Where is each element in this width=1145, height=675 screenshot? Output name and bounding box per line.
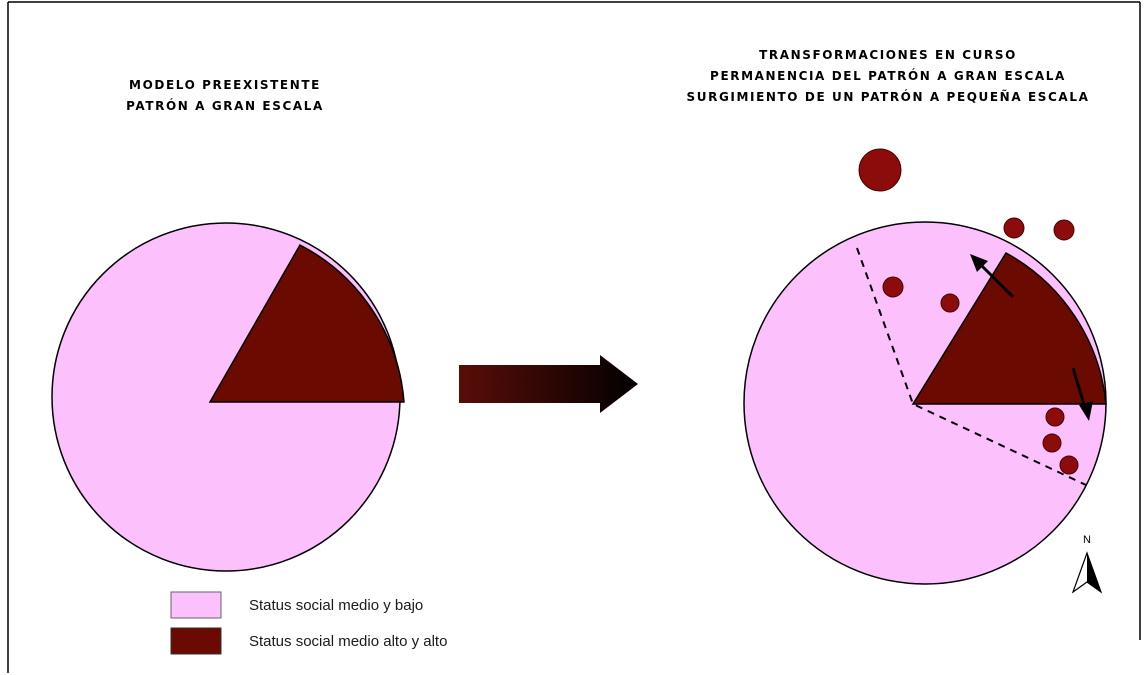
enclave-dot — [1053, 219, 1075, 241]
enclave-dot — [882, 276, 904, 298]
upward-expansion-arrow-icon — [970, 254, 1015, 299]
left-city-circle — [51, 222, 405, 572]
enclave-dot — [940, 293, 960, 313]
right-arrow-icon — [459, 355, 638, 413]
left-high-status-sector — [208, 244, 405, 403]
north-arrow-icon: N — [1071, 534, 1103, 594]
enclave-dot — [1003, 217, 1025, 239]
left-title-line-1: MODELO PREEXISTENTE — [129, 78, 321, 92]
enclave-dot — [1059, 455, 1079, 475]
left-title: MODELO PREEXISTENTE PATRÓN A GRAN ESCALA — [126, 78, 324, 113]
north-label: N — [1083, 534, 1091, 546]
right-title-line-2: PERMANENCIA DEL PATRÓN A GRAN ESCALA — [710, 68, 1066, 83]
legend-label-high-status: Status social medio alto y alto — [249, 633, 447, 650]
expansion-boundary-dashed — [856, 247, 1087, 486]
small-scale-clusters — [858, 148, 1079, 475]
large-enclave-dot — [858, 148, 902, 192]
right-high-status-sector — [911, 252, 1107, 405]
right-title-line-1: TRANSFORMACIONES EN CURSO — [759, 48, 1017, 62]
legend: Status social medio y bajo Status social… — [170, 591, 447, 655]
frame — [7, 1, 1141, 673]
right-city-circle — [743, 221, 1107, 585]
right-title-line-3: SURGIMIENTO DE UN PATRÓN A PEQUEÑA ESCAL… — [687, 89, 1090, 104]
enclave-dot — [1042, 433, 1062, 453]
expansion-arrows — [970, 254, 1093, 421]
left-title-line-2: PATRÓN A GRAN ESCALA — [126, 98, 324, 113]
legend-swatch-low-status — [170, 591, 222, 619]
legend-swatch-high-status — [170, 627, 222, 655]
legend-label-low-status: Status social medio y bajo — [249, 597, 423, 614]
right-title: TRANSFORMACIONES EN CURSO PERMANENCIA DE… — [687, 48, 1090, 104]
downward-expansion-arrow-icon — [1071, 367, 1093, 421]
enclave-dot — [1045, 407, 1065, 427]
